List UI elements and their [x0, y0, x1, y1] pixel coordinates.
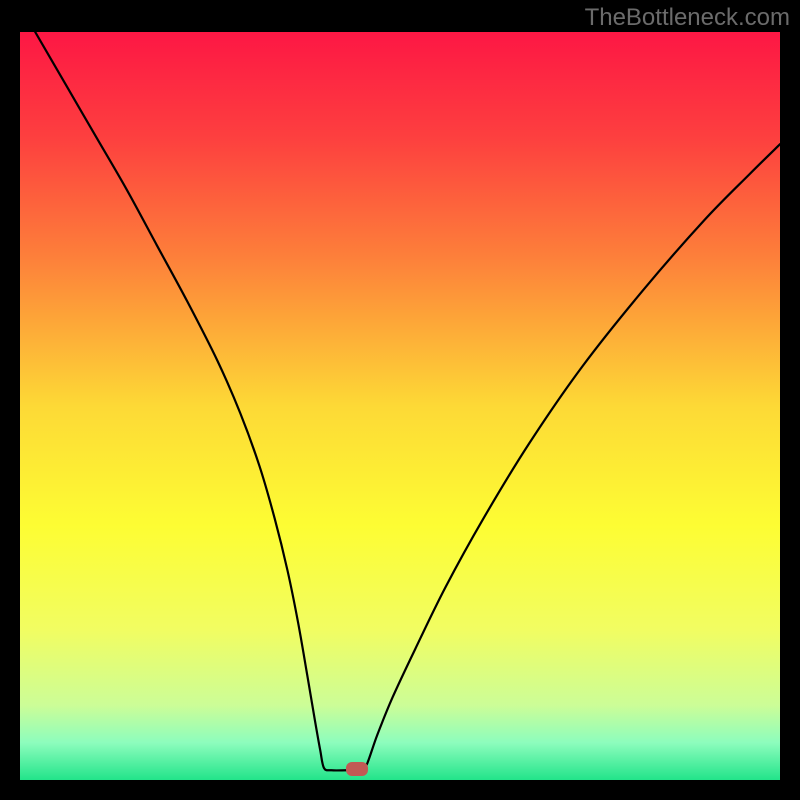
bottleneck-curve [20, 32, 780, 780]
watermark-text: TheBottleneck.com [585, 4, 790, 32]
optimum-marker [346, 762, 368, 776]
plot-area [20, 32, 780, 780]
curve-path [35, 32, 780, 771]
chart-frame: TheBottleneck.com [0, 0, 800, 800]
